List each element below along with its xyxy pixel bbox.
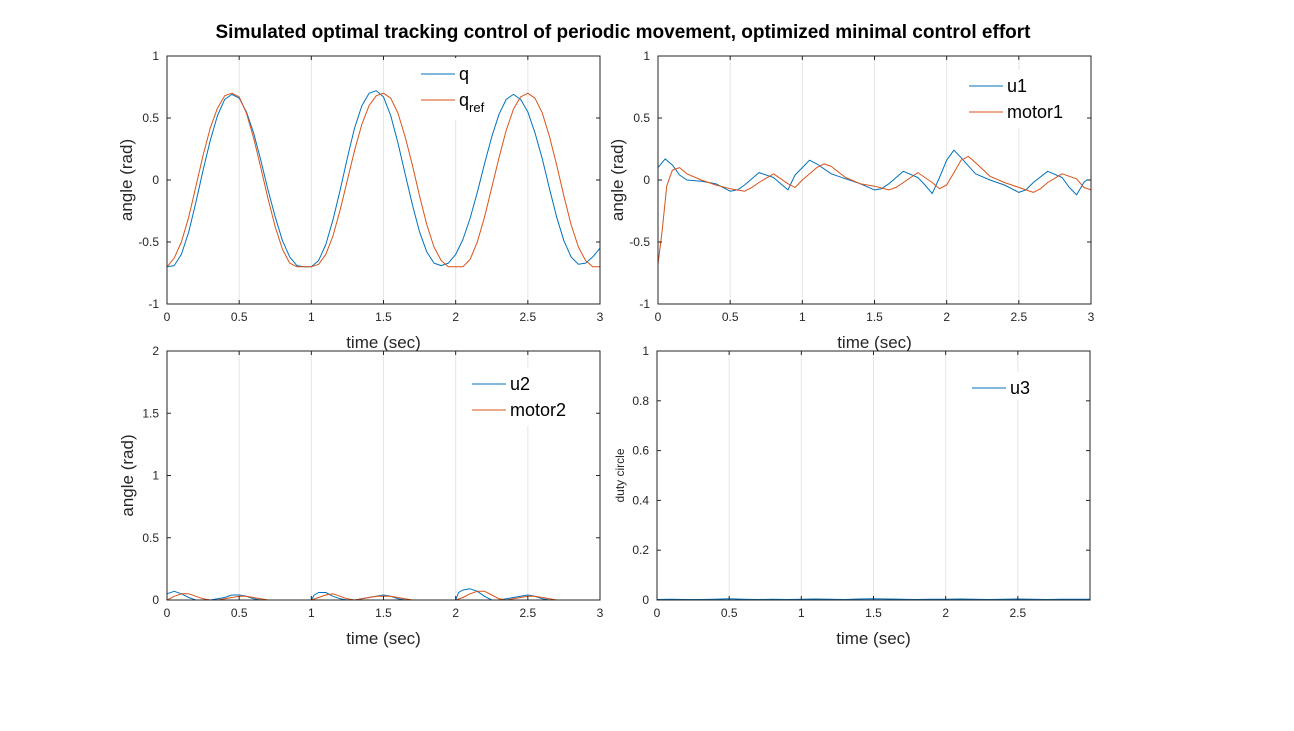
x-tick-label: 3 bbox=[1088, 310, 1095, 324]
y-tick-label: 0 bbox=[642, 593, 649, 607]
x-tick-label: 1 bbox=[308, 310, 315, 324]
x-tick-label: 0.5 bbox=[231, 310, 248, 324]
y-tick-label: 0.4 bbox=[632, 493, 649, 507]
legend: u3 bbox=[966, 372, 1034, 400]
x-tick-label: 3 bbox=[597, 310, 604, 324]
x-tick-label: 1 bbox=[308, 606, 315, 620]
legend-box bbox=[415, 58, 477, 120]
legend: u1 motor1 bbox=[963, 70, 1079, 128]
x-tick-label: 2.5 bbox=[519, 310, 536, 324]
subplot-grid: 0 0.5 1 1.5 2 2.5 3 -1 -0.5 0 0.5 1 time (sec) angle … bbox=[117, 49, 1095, 648]
legend-label: u2 bbox=[510, 374, 530, 394]
y-tick-label: 2 bbox=[152, 344, 159, 358]
y-tick-label: 0.5 bbox=[142, 531, 159, 545]
x-axis-label: time (sec) bbox=[346, 333, 421, 352]
series-line-motor1 bbox=[657, 155, 1092, 265]
x-tick-label: 0.5 bbox=[721, 606, 738, 620]
y-axis-label: angle (rad) bbox=[117, 139, 136, 221]
x-tick-label: 0 bbox=[164, 606, 171, 620]
legend-label: u3 bbox=[1010, 378, 1030, 398]
y-tick-label: 1 bbox=[642, 344, 649, 358]
x-tick-label: 1.5 bbox=[375, 606, 392, 620]
x-tick-label: 2.5 bbox=[519, 606, 536, 620]
legend: u2 motor2 bbox=[466, 368, 582, 426]
y-tick-label: -0.5 bbox=[138, 235, 159, 249]
legend-box bbox=[966, 372, 1034, 400]
series-line-u1 bbox=[657, 149, 1091, 196]
y-tick-label: -1 bbox=[148, 297, 159, 311]
x-tick-label: 2 bbox=[452, 310, 459, 324]
subplot-3: 0 0.5 1 1.5 2 2.5 3 0 0.5 1 1.5 2 time (sec) angle (r… bbox=[118, 344, 604, 648]
x-tick-label: 3 bbox=[597, 606, 604, 620]
x-tick-label: 1 bbox=[798, 606, 805, 620]
x-tick-label: 2 bbox=[943, 310, 950, 324]
x-tick-label: 0.5 bbox=[722, 310, 739, 324]
legend-label: q bbox=[459, 64, 469, 84]
legend-box bbox=[963, 70, 1079, 128]
y-axis-label: angle (rad) bbox=[608, 139, 627, 221]
series-line-q bbox=[166, 90, 601, 268]
x-tick-label: 0 bbox=[655, 310, 662, 324]
y-tick-label: 1 bbox=[643, 49, 650, 63]
x-tick-label: 2.5 bbox=[1009, 606, 1026, 620]
y-axis-label: angle (rad) bbox=[118, 434, 137, 516]
legend-label: motor1 bbox=[1007, 102, 1063, 122]
y-tick-label: 0 bbox=[643, 173, 650, 187]
subplot-1: 0 0.5 1 1.5 2 2.5 3 -1 -0.5 0 0.5 1 time (sec) angle … bbox=[117, 49, 604, 352]
x-tick-label: 2 bbox=[942, 606, 949, 620]
series-line-q-ref bbox=[166, 92, 600, 268]
x-tick-label: 1 bbox=[799, 310, 806, 324]
x-tick-label: 0 bbox=[654, 606, 661, 620]
y-tick-label: 0.6 bbox=[632, 444, 649, 458]
x-axis-label: time (sec) bbox=[836, 629, 911, 648]
y-tick-label: 1 bbox=[152, 49, 159, 63]
y-tick-label: 1.5 bbox=[142, 406, 159, 420]
x-axis-label: time (sec) bbox=[346, 629, 421, 648]
x-tick-label: 0.5 bbox=[231, 606, 248, 620]
x-tick-label: 1.5 bbox=[866, 310, 883, 324]
x-tick-label: 0 bbox=[164, 310, 171, 324]
y-tick-label: 0.8 bbox=[632, 394, 649, 408]
y-tick-label: 0 bbox=[152, 593, 159, 607]
subplot-2: 0 0.5 1 1.5 2 2.5 3 -1 -0.5 0 0.5 1 time (sec) angle … bbox=[608, 49, 1095, 352]
y-tick-label: 0.5 bbox=[633, 111, 650, 125]
y-tick-label: -0.5 bbox=[629, 235, 650, 249]
y-tick-label: 0.2 bbox=[632, 543, 649, 557]
x-tick-label: 1.5 bbox=[865, 606, 882, 620]
legend-label: u1 bbox=[1007, 76, 1027, 96]
y-tick-label: 1 bbox=[152, 469, 159, 483]
y-tick-label: 0.5 bbox=[142, 111, 159, 125]
legend-box bbox=[466, 368, 582, 426]
figure-title: Simulated optimal tracking control of pe… bbox=[216, 22, 1032, 43]
x-tick-label: 2 bbox=[452, 606, 459, 620]
x-tick-label: 2.5 bbox=[1010, 310, 1027, 324]
x-tick-label: 1.5 bbox=[375, 310, 392, 324]
y-axis-label: duty circle bbox=[613, 448, 627, 502]
y-tick-label: -1 bbox=[639, 297, 650, 311]
legend-label: motor2 bbox=[510, 400, 566, 420]
subplot-4: 0 0.5 1 1.5 2 2.5 0 0.2 0.4 0.6 0.8 1 time (sec) duty… bbox=[613, 344, 1091, 648]
x-axis-label: time (sec) bbox=[837, 333, 912, 352]
y-tick-label: 0 bbox=[152, 173, 159, 187]
